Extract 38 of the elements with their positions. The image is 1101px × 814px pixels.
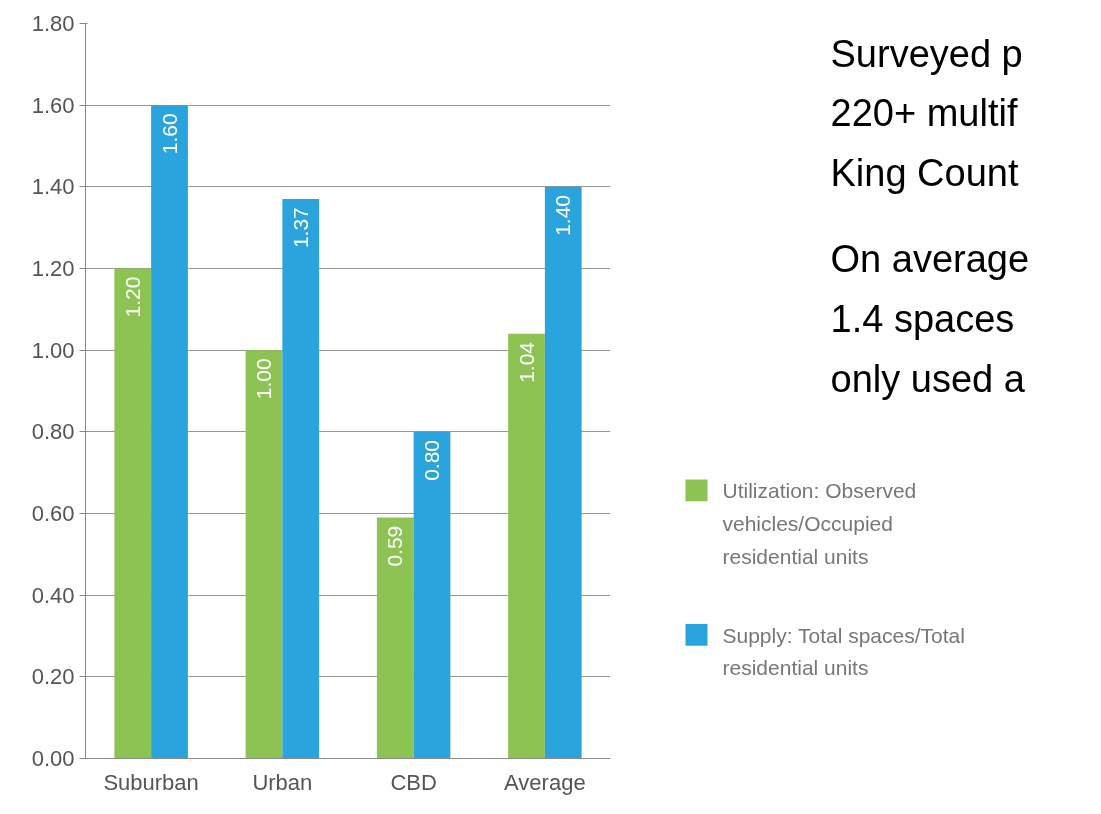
bar [413, 431, 451, 759]
data-label: 1.40 [551, 195, 575, 236]
text: 220+ multif [830, 92, 1018, 135]
x-tick-label: CBD [390, 769, 437, 795]
bar [245, 350, 283, 759]
data-label: 0.80 [420, 440, 443, 481]
data-label: 1.04 [514, 341, 538, 383]
x-tick-label: Urban [252, 769, 313, 795]
y-tick-label: 1.40 [31, 174, 75, 200]
y-tick-label: 1.20 [31, 256, 75, 281]
x-tick-label: Suburban [103, 769, 199, 795]
data-label: 1.37 [288, 207, 312, 249]
text: On average [830, 238, 1030, 281]
y-tick-label: 1.00 [31, 337, 75, 363]
text: only used a [830, 357, 1026, 400]
legend-label: Supply: Total spaces/Total residential units [722, 623, 965, 680]
text: 1.4 spaces [830, 298, 1015, 340]
y-tick-label: 0.60 [31, 501, 75, 526]
bar [376, 517, 414, 759]
y-tick-label: 1.60 [31, 92, 75, 118]
y-tick-label: 0.80 [31, 419, 75, 445]
legend-label: Utilization: Observed vehicles/Occupied residential units [722, 479, 917, 568]
data-label: 0.59 [383, 525, 407, 567]
bar [508, 333, 545, 759]
y-tick-label: 1.80 [31, 11, 75, 36]
text: King Count [830, 151, 1019, 194]
bar [114, 268, 152, 759]
x-tick-label: Average [504, 769, 586, 795]
bar [151, 105, 188, 759]
data-label: 1.00 [252, 358, 275, 400]
text: Surveyed p [830, 32, 1023, 75]
bar [282, 199, 320, 759]
data-label: 1.60 [157, 113, 181, 155]
y-tick-label: 0.20 [31, 664, 75, 690]
bar [544, 186, 582, 759]
y-tick-label: 0.40 [31, 582, 75, 608]
y-tick-label: 0.00 [31, 746, 75, 771]
data-label: 1.20 [120, 276, 144, 318]
